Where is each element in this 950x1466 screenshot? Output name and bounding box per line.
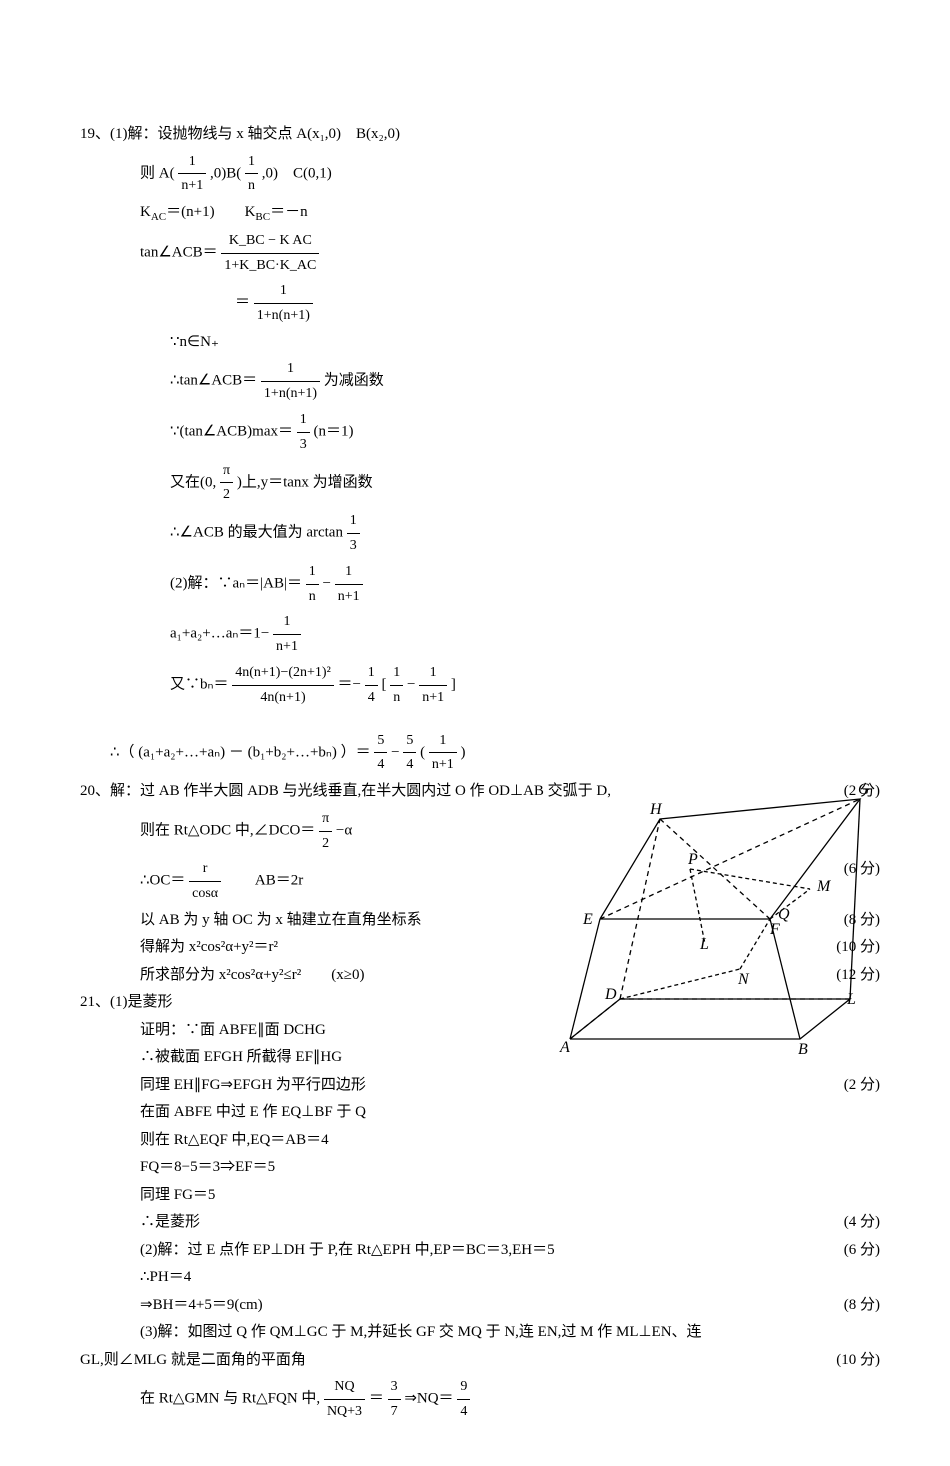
score-8b: (8 分) [844,1293,880,1319]
p21-l3-row: 同理 EH∥FG⇒EFGH 为平行四边形 (2 分) [80,1073,900,1099]
label-P: P [687,851,698,868]
score-2b: (2 分) [844,1073,880,1099]
p21-l8-row: ∴是菱形 (4 分) [80,1210,900,1236]
p19-l1: 则 A( 1n+1 ,0)B( 1n ,0) C(0,1) [80,150,900,199]
score-4: (4 分) [844,1210,880,1236]
p21-l4: 在面 ABFE 中过 E 作 EQ⊥BF 于 Q [80,1100,900,1126]
p19-l2: KAC＝(n+1) KBC＝－n [80,200,900,227]
label-D: D [604,986,617,1003]
p19-l5: ∵n∈N₊ [80,330,900,356]
label-N: N [737,971,750,988]
label-G: G [858,781,870,798]
p21-l9-row: (2)解：过 E 点作 EP⊥DH 于 P,在 Rt△EPH 中,EP＝BC＝3… [80,1238,900,1264]
label-E: E [582,911,593,928]
label-B: B [798,1041,808,1058]
p19-l4: ＝ 11+n(n+1) [80,279,900,328]
p19-l12: 又∵bₙ＝ 4n(n+1)−(2n+1)²4n(n+1) ＝− 14 [ 1n … [80,661,900,710]
p21-l14: 在 Rt△GMN 与 Rt△FQN 中, NQNQ+3 ＝ 37 ⇒NQ＝ 94 [80,1375,900,1424]
p21-l11-row: ⇒BH＝4+5＝9(cm) (8 分) [80,1293,900,1319]
p21-l10: ∴PH＝4 [80,1265,900,1291]
p19-header: 19、(1)解：设抛物线与 x 轴交点 A(x₁,0) B(x₂,0) [80,122,900,148]
p19-l11: a₁+a₂+…aₙ＝1− 1n+1 [80,610,900,659]
label-A: A [559,1039,570,1056]
p19-l10: (2)解：∵aₙ＝|AB|＝ 1n − 1n+1 [80,560,900,609]
p21-l6: FQ＝8−5＝3⇒EF＝5 [80,1155,900,1181]
score-10b: (10 分) [836,1348,880,1374]
p21-l13-row: GL,则∠MLG 就是二面角的平面角 (10 分) [80,1348,900,1374]
p21-l5: 则在 Rt△EQF 中,EQ＝AB＝4 [80,1128,900,1154]
p21-l12: (3)解：如图过 Q 作 QM⊥GC 于 M,并延长 GF 交 MQ 于 N,连… [80,1320,900,1346]
label-F: F [769,921,780,938]
label-Lsm: L [699,936,709,953]
p19-l8: 又在(0, π2 )上,y＝tanx 为增函数 [80,459,900,508]
p19-l9: ∴∠ACB 的最大值为 arctan 13 [80,509,900,558]
label-Q: Q [778,906,790,923]
label-H: H [649,801,663,818]
p19-l6: ∴tan∠ACB＝ 11+n(n+1) 为减函数 [80,357,900,406]
score-6b: (6 分) [844,1238,880,1264]
p19-l3: tan∠ACB＝ K_BC − K AC1+K_BC·K_AC [80,229,900,278]
geometry-figure: G H P M E Q D N L L A B F [540,769,870,1059]
p20-header: 20、解：过 AB 作半大圆 ADB 与光线垂直,在半大圆内过 O 作 OD⊥A… [80,783,611,799]
label-M: M [816,878,832,895]
p21-l7: 同理 FG＝5 [80,1183,900,1209]
label-L: L [846,991,856,1008]
p19-l7: ∵(tan∠ACB)max＝ 13 (n＝1) [80,408,900,457]
